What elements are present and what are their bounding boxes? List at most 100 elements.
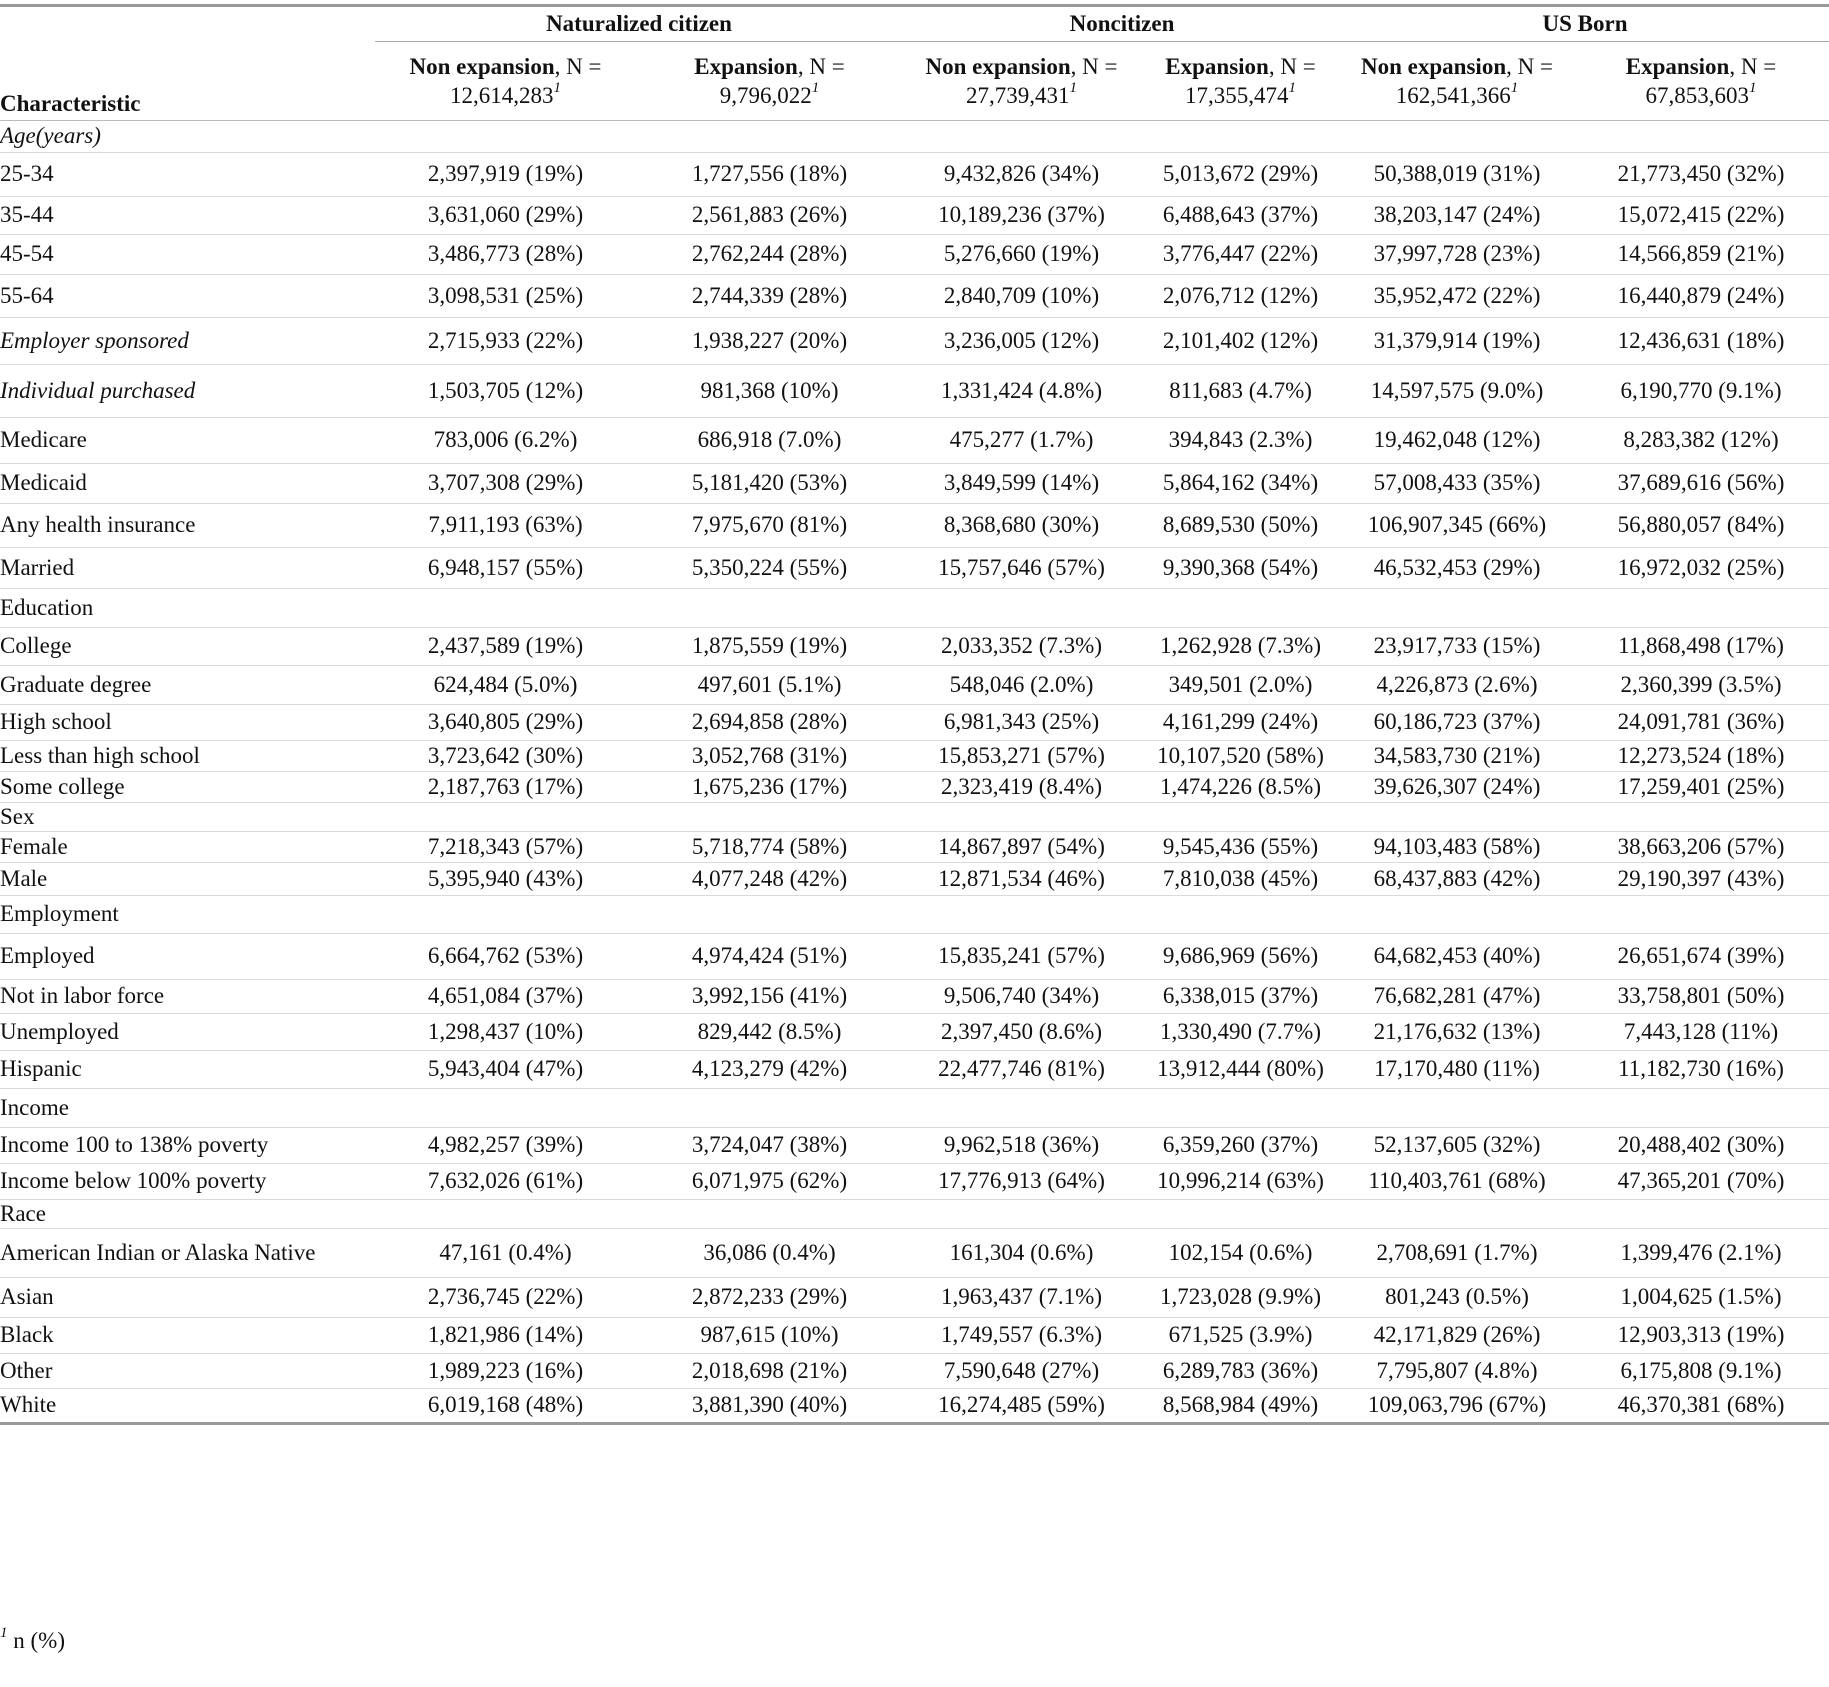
table-row: Individual purchased 1,503,705 (12%) 981,3… <box>0 364 1829 418</box>
row-label: Education <box>0 588 375 628</box>
table-cell <box>375 1199 636 1229</box>
column-header-n: , N = <box>1268 53 1316 79</box>
table-row: Income below 100% poverty 7,632,026 (61%)… <box>0 1163 1829 1200</box>
column-header: Non expansion, N = 27,739,4311 <box>903 41 1140 121</box>
table-row: Less than high school 3,723,642 (30%) 3,05… <box>0 740 1829 772</box>
table-cell <box>1140 1199 1341 1229</box>
table-cell: 9,962,518 (36%) <box>903 1127 1140 1164</box>
table-cell: 6,488,643 (37%) <box>1140 196 1341 235</box>
table-row: Asian 2,736,745 (22%) 2,872,233 (29%) 1,963… <box>0 1277 1829 1318</box>
table-cell: 57,008,433 (35%) <box>1341 463 1573 504</box>
table-cell: 7,632,026 (61%) <box>375 1163 636 1200</box>
table-cell: 2,872,233 (29%) <box>636 1277 903 1318</box>
table-cell: 349,501 (2.0%) <box>1140 665 1341 705</box>
table-cell: 3,640,805 (29%) <box>375 704 636 741</box>
table-cell: 17,170,480 (11%) <box>1341 1050 1573 1089</box>
row-label: Individual purchased <box>0 364 375 418</box>
row-label: 25-34 <box>0 152 375 197</box>
table-row: Employer sponsored 2,715,933 (22%) 1,938,2… <box>0 317 1829 365</box>
table-cell <box>636 120 903 153</box>
row-label: Sex <box>0 802 375 832</box>
column-header-count: 162,541,366 <box>1395 82 1511 108</box>
table-cell: 106,907,345 (66%) <box>1341 503 1573 548</box>
column-header-n: , N = <box>554 53 602 79</box>
table-cell: 6,338,015 (37%) <box>1140 979 1341 1014</box>
table-cell <box>636 895 903 934</box>
column-header: Expansion, N = 17,355,4741 <box>1140 41 1341 121</box>
table-row: Race <box>0 1199 1829 1229</box>
table-cell: 21,176,632 (13%) <box>1341 1013 1573 1051</box>
table-cell: 8,689,530 (50%) <box>1140 503 1341 548</box>
table-cell: 33,758,801 (50%) <box>1573 979 1829 1014</box>
table-cell: 1,727,556 (18%) <box>636 152 903 197</box>
table-cell <box>636 1088 903 1128</box>
table-cell: 37,997,728 (23%) <box>1341 234 1573 275</box>
table-cell: 16,274,485 (59%) <box>903 1388 1140 1425</box>
row-label: Female <box>0 831 375 863</box>
table-cell: 6,981,343 (25%) <box>903 704 1140 741</box>
table-cell: 686,918 (7.0%) <box>636 417 903 464</box>
column-header-n: , N = <box>797 53 845 79</box>
table-cell: 5,864,162 (34%) <box>1140 463 1341 504</box>
column-header-count: 12,614,283 <box>450 82 554 108</box>
table-cell: 9,390,368 (54%) <box>1140 547 1341 589</box>
table-cell <box>1573 895 1829 934</box>
table-cell: 4,651,084 (37%) <box>375 979 636 1014</box>
table-cell: 52,137,605 (32%) <box>1341 1127 1573 1164</box>
table-cell <box>903 1088 1140 1128</box>
table-cell: 4,123,279 (42%) <box>636 1050 903 1089</box>
table-row: Married 6,948,157 (55%) 5,350,224 (55%) 15,… <box>0 547 1829 589</box>
column-header-footnote-marker: 1 <box>1749 80 1757 97</box>
table-cell: 50,388,019 (31%) <box>1341 152 1573 197</box>
characteristic-header: Characteristic <box>0 41 375 121</box>
table-cell: 2,715,933 (22%) <box>375 317 636 365</box>
table-cell: 10,189,236 (37%) <box>903 196 1140 235</box>
table-cell: 15,757,646 (57%) <box>903 547 1140 589</box>
table-cell: 46,370,381 (68%) <box>1573 1388 1829 1425</box>
table-cell: 109,063,796 (67%) <box>1341 1388 1573 1425</box>
group-header: Noncitizen <box>903 7 1341 42</box>
table-row: Hispanic 5,943,404 (47%) 4,123,279 (42%) 22… <box>0 1050 1829 1089</box>
table-cell: 5,181,420 (53%) <box>636 463 903 504</box>
table-cell: 24,091,781 (36%) <box>1573 704 1829 741</box>
table-cell: 2,076,712 (12%) <box>1140 274 1341 318</box>
table-cell <box>1341 588 1573 628</box>
table-row: High school 3,640,805 (29%) 2,694,858 (28%… <box>0 704 1829 741</box>
table-cell <box>1573 588 1829 628</box>
table-cell: 2,744,339 (28%) <box>636 274 903 318</box>
column-header-footnote-marker: 1 <box>811 80 820 97</box>
table-cell: 35,952,472 (22%) <box>1341 274 1573 318</box>
table-cell: 4,077,248 (42%) <box>636 862 903 896</box>
table-cell: 1,331,424 (4.8%) <box>903 364 1140 418</box>
table-cell <box>903 1199 1140 1229</box>
table-cell: 3,849,599 (14%) <box>903 463 1140 504</box>
table-row: Income 100 to 138% poverty 4,982,257 (39%… <box>0 1127 1829 1164</box>
column-header-count: 9,796,022 <box>719 82 812 108</box>
row-label: College <box>0 627 375 666</box>
table-row: Some college 2,187,763 (17%) 1,675,236 (17… <box>0 771 1829 803</box>
table-cell: 394,843 (2.3%) <box>1140 417 1341 464</box>
table-cell: 981,368 (10%) <box>636 364 903 418</box>
table-cell: 39,626,307 (24%) <box>1341 771 1573 803</box>
table-row: American Indian or Alaska Native 47,161 (… <box>0 1228 1829 1278</box>
row-label: Income <box>0 1088 375 1128</box>
table-cell: 2,397,450 (8.6%) <box>903 1013 1140 1051</box>
table-cell: 3,707,308 (29%) <box>375 463 636 504</box>
table-cell <box>1140 895 1341 934</box>
table-cell: 783,006 (6.2%) <box>375 417 636 464</box>
row-label: Male <box>0 862 375 896</box>
table-cell: 4,974,424 (51%) <box>636 933 903 980</box>
table-cell: 1,821,986 (14%) <box>375 1317 636 1354</box>
table-cell: 56,880,057 (84%) <box>1573 503 1829 548</box>
table-cell: 102,154 (0.6%) <box>1140 1228 1341 1278</box>
table-cell: 1,963,437 (7.1%) <box>903 1277 1140 1318</box>
table-cell <box>636 802 903 832</box>
table-cell: 475,277 (1.7%) <box>903 417 1140 464</box>
table-body: Age(years) 25-34 2,397,919 (19%) 1,727,556 … <box>0 120 1829 1425</box>
table-cell: 11,182,730 (16%) <box>1573 1050 1829 1089</box>
table-cell: 17,259,401 (25%) <box>1573 771 1829 803</box>
table-cell: 829,442 (8.5%) <box>636 1013 903 1051</box>
table-cell: 19,462,048 (12%) <box>1341 417 1573 464</box>
row-label: White <box>0 1388 375 1425</box>
table-cell: 36,086 (0.4%) <box>636 1228 903 1278</box>
